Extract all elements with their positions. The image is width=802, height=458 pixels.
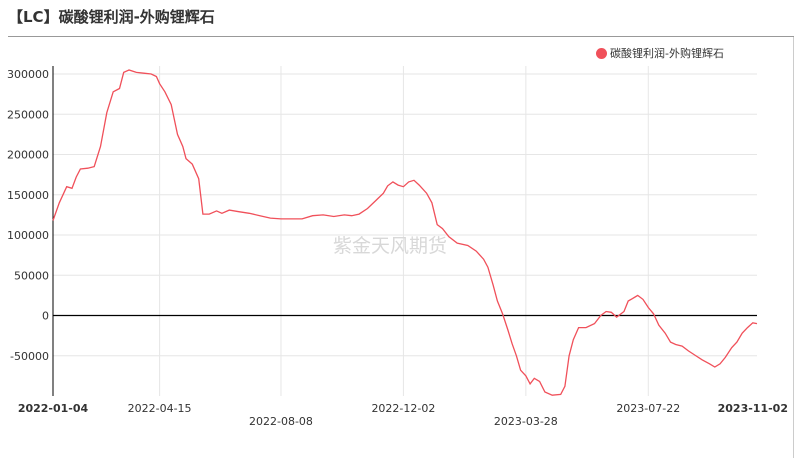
chart-frame-right-border <box>793 37 794 458</box>
page-title: 【LC】碳酸锂利润-外购锂辉石 <box>8 8 215 26</box>
x-axis-ticks: 2022-01-04 2022-04-15 2022-08-08 2022-12-02… <box>18 402 788 428</box>
legend-marker-icon <box>596 47 607 59</box>
title-divider <box>8 36 794 37</box>
x-tick-label: 2022-04-15 <box>128 402 192 415</box>
x-tick-label: 2023-07-22 <box>616 402 680 415</box>
x-gridlines <box>159 66 649 396</box>
x-tick-label: 2022-12-02 <box>371 402 435 415</box>
legend-label: 碳酸锂利润-外购锂辉石 <box>610 47 724 60</box>
y-tick-label: -50000 <box>10 350 49 363</box>
y-tick-label: 300000 <box>7 68 49 81</box>
y-gridlines <box>53 73 757 357</box>
y-tick-label: 0 <box>42 310 49 323</box>
y-tick-label: 50000 <box>14 269 49 282</box>
watermark-text: 紫金天风期货 <box>333 235 447 257</box>
chart-legend[interactable]: 碳酸锂利润-外购锂辉石 <box>596 45 724 61</box>
y-tick-label: 250000 <box>7 108 49 121</box>
x-tick-label: 2022-01-04 <box>18 402 89 415</box>
y-tick-label: 100000 <box>7 229 49 242</box>
x-tick-label: 2023-03-28 <box>494 415 558 428</box>
y-axis-ticks: 300000 250000 200000 150000 100000 50000 0 -500… <box>7 68 49 363</box>
x-tick-label: 2022-08-08 <box>249 415 313 428</box>
y-tick-label: 200000 <box>7 149 49 162</box>
x-tick-label: 2023-11-02 <box>718 402 788 415</box>
series-line-lithium-carbonate-profit[interactable] <box>52 69 758 396</box>
y-tick-label: 150000 <box>7 189 49 202</box>
